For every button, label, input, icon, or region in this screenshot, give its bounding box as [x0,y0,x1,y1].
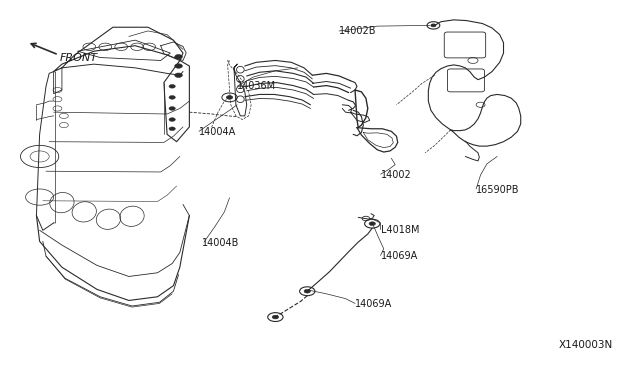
Circle shape [169,127,175,131]
Text: X140003N: X140003N [559,340,613,350]
Text: 14002: 14002 [381,170,412,180]
Text: 14069A: 14069A [381,251,418,261]
Circle shape [175,73,182,77]
Circle shape [227,96,233,99]
Text: 14004B: 14004B [202,238,239,248]
Text: 14002B: 14002B [339,26,376,36]
Text: 14069A: 14069A [355,299,392,309]
Text: 16590PB: 16590PB [476,185,520,195]
Circle shape [431,24,436,27]
Circle shape [304,289,310,293]
Text: FRONT: FRONT [60,52,98,62]
Circle shape [272,315,278,319]
Circle shape [175,55,182,59]
Text: 14036M: 14036M [237,81,276,91]
Circle shape [169,84,175,88]
Circle shape [175,64,182,68]
Circle shape [369,222,376,225]
Circle shape [169,118,175,121]
Circle shape [169,96,175,99]
Circle shape [169,107,175,110]
Text: 14004A: 14004A [199,128,236,138]
Text: L4018M: L4018M [381,225,419,235]
